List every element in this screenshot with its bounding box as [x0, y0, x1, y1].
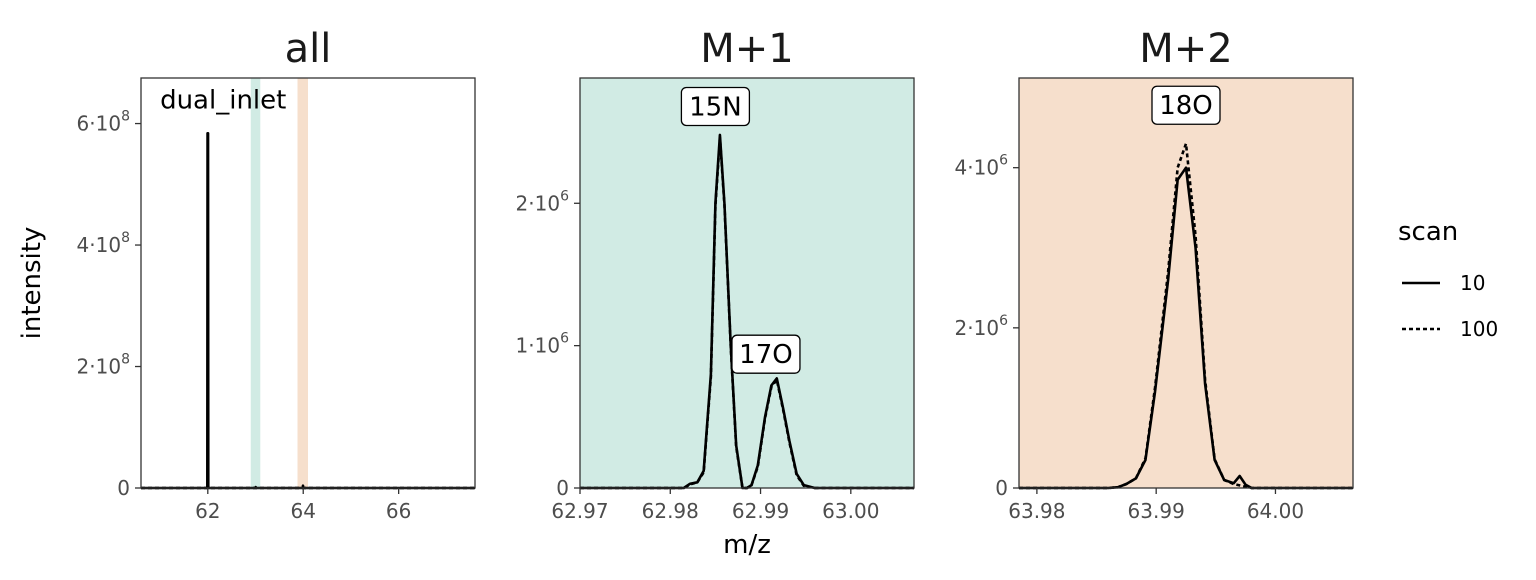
panel-title: M+2 [1139, 26, 1232, 72]
panel-2: 18O M+2 63.98 63.99 64.00 0 2·106 4·106 [955, 26, 1354, 523]
y-tick-label: 4·108 [77, 230, 130, 257]
x-tick-label: 64 [291, 499, 316, 523]
label-box [680, 86, 751, 127]
y-tick-label: 0 [556, 476, 569, 500]
peak-label: 17O [739, 340, 793, 370]
panel-title: all [285, 26, 332, 72]
x-tick-label: 62 [195, 499, 220, 523]
y-tick-label: 0 [117, 476, 130, 500]
y-tick-label: 2·108 [77, 352, 130, 379]
x-tick-label: 62.98 [642, 499, 699, 523]
panel-background [580, 78, 914, 488]
highlight-band [297, 78, 308, 488]
x-tick-label: 63.98 [1008, 499, 1065, 523]
panel-0: dual_inlet all 62 64 66 0 2·108 4·108 6·108 [77, 26, 476, 523]
y-tick-label: 4·106 [955, 153, 1009, 180]
x-tick-label: 64.00 [1247, 499, 1304, 523]
y-axis-title: intensity [17, 227, 47, 340]
y-tick-label: 6·108 [77, 109, 130, 136]
peak-label: 18O [1159, 91, 1213, 121]
legend-title: scan [1398, 217, 1458, 247]
peak-label: 15N [689, 92, 742, 122]
x-tick-label: 66 [386, 499, 411, 523]
highlight-band [250, 78, 261, 488]
legend-label: 100 [1460, 317, 1498, 341]
x-axis-title: m/z [723, 530, 771, 560]
panel-border [1018, 77, 1354, 489]
panel-1: 15N 17O M+1 62.97 62.98 62.99 63.00 0 1·106 2·106 [516, 26, 915, 523]
y-tick-label: 2·106 [955, 313, 1009, 340]
series-line-scan-100 [1019, 142, 1353, 490]
series-line-scan-100 [580, 136, 914, 490]
label-box [731, 334, 801, 374]
panel-background [1019, 78, 1353, 488]
y-tick-label: 1·106 [516, 331, 570, 358]
panel-title: M+1 [700, 26, 793, 72]
panel-border [579, 77, 915, 489]
x-tick-label: 63.99 [1128, 499, 1185, 523]
panel-border [140, 77, 476, 489]
legend-label: 10 [1460, 271, 1485, 295]
x-tick-label: 62.99 [732, 499, 789, 523]
y-tick-label: 2·106 [516, 188, 570, 215]
x-tick-label: 62.97 [551, 499, 608, 523]
annotation-label: dual_inlet [160, 85, 286, 115]
x-tick-label: 63.00 [822, 499, 879, 523]
y-tick-label: 0 [995, 476, 1008, 500]
label-box [1151, 85, 1221, 125]
